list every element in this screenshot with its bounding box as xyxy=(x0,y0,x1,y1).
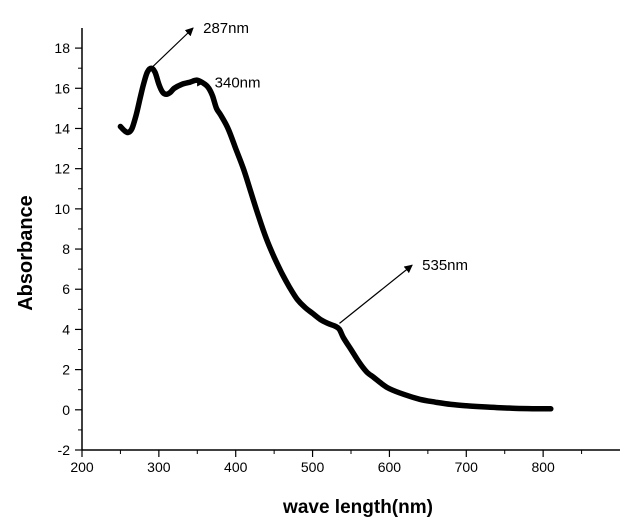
x-tick-label: 600 xyxy=(378,459,402,475)
x-tick-label: 700 xyxy=(455,459,479,475)
x-tick-label: 200 xyxy=(70,459,94,475)
y-tick-label: 4 xyxy=(62,321,70,337)
x-tick-label: 500 xyxy=(301,459,325,475)
annotations-group: 287nm 340nm 535nm xyxy=(150,20,468,324)
y-tick-label: 6 xyxy=(62,281,70,297)
y-tick-label: 16 xyxy=(54,80,70,96)
x-tick-label: 800 xyxy=(531,459,555,475)
annotation-arrow xyxy=(339,264,413,324)
x-axis-title: wave length(nm) xyxy=(282,497,433,517)
x-tick-label: 400 xyxy=(224,459,248,475)
y-tick-label: -2 xyxy=(58,442,71,458)
x-tick-label: 300 xyxy=(147,459,171,475)
annotation-label: 535nm xyxy=(422,257,468,274)
series-group xyxy=(117,65,554,412)
annotation-label: 340nm xyxy=(215,74,261,91)
y-tick-label: 10 xyxy=(54,201,70,217)
y-tick-label: 14 xyxy=(54,120,70,136)
y-axis-title: Absorbance xyxy=(15,195,37,311)
y-tick-label: 0 xyxy=(62,402,70,418)
y-tick-label: 12 xyxy=(54,161,70,177)
y-tick-label: 2 xyxy=(62,362,70,378)
annotation-label: 287nm xyxy=(203,20,249,37)
absorbance-line xyxy=(117,65,554,412)
annotation-arrow xyxy=(150,27,194,69)
ticks-group: 200 300 400 500 600 700 800 -2 0 2 4 6 8 10 12 14 16 18 xyxy=(54,40,583,475)
y-tick-label: 18 xyxy=(54,40,70,56)
y-tick-label: 8 xyxy=(62,241,70,257)
